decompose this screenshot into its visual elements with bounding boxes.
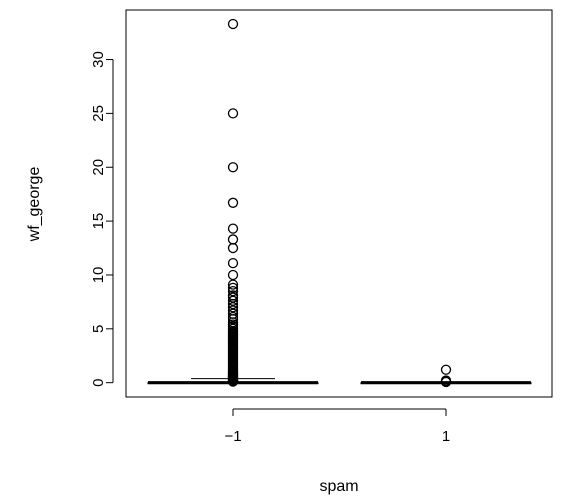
outlier-point bbox=[227, 18, 239, 30]
outlier-point bbox=[227, 162, 239, 173]
outlier-point bbox=[227, 223, 239, 234]
y-tick-label: 25 bbox=[90, 105, 107, 122]
outlier-point bbox=[227, 269, 239, 281]
outlier-point bbox=[227, 257, 239, 269]
outlier-point bbox=[227, 108, 239, 119]
x-tick-label: −1 bbox=[224, 428, 241, 445]
outlier-point bbox=[227, 295, 239, 306]
box-series bbox=[147, 378, 532, 385]
y-tick-label: 20 bbox=[90, 159, 107, 176]
y-tick-label: 0 bbox=[90, 379, 107, 387]
outlier-point bbox=[227, 308, 239, 319]
outlier-point bbox=[227, 242, 239, 254]
x-axis: −1 1 bbox=[224, 408, 450, 445]
x-axis-label: spam bbox=[319, 478, 358, 495]
y-axis: 0 5 10 15 20 25 30 bbox=[90, 51, 114, 387]
outlier-point bbox=[227, 290, 239, 301]
outlier-point bbox=[227, 282, 239, 294]
outlier-point bbox=[227, 311, 239, 323]
outlier-point bbox=[227, 234, 239, 245]
y-tick-label: 30 bbox=[90, 51, 107, 68]
outlier-points bbox=[227, 18, 452, 388]
y-tick-label: 5 bbox=[90, 325, 107, 333]
y-tick-label: 15 bbox=[90, 213, 107, 230]
outlier-point bbox=[227, 302, 239, 313]
outlier-point bbox=[227, 285, 239, 297]
outlier-point bbox=[440, 375, 452, 386]
y-axis-label: wf_george bbox=[26, 167, 43, 243]
outlier-point bbox=[227, 279, 239, 290]
y-tick-label: 10 bbox=[90, 267, 107, 284]
outlier-point bbox=[440, 364, 452, 375]
plot-area-frame bbox=[125, 9, 553, 398]
outlier-point bbox=[227, 197, 239, 208]
x-tick-label: 1 bbox=[442, 428, 450, 445]
outlier-point bbox=[227, 305, 239, 316]
